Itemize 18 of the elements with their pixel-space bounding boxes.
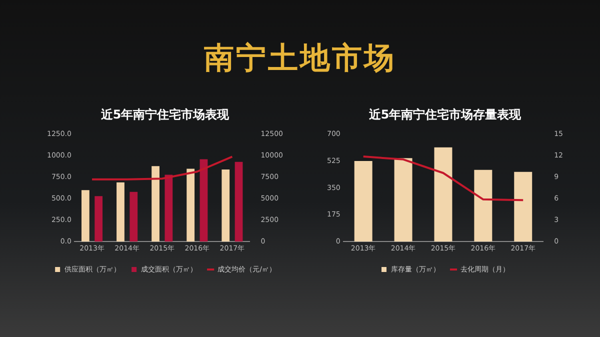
bar xyxy=(186,168,195,242)
bar xyxy=(116,182,124,242)
bar xyxy=(152,166,160,242)
chart-title: 近5年南宁住宅市场存量表现 xyxy=(368,107,522,122)
bar xyxy=(222,170,230,242)
bar xyxy=(394,158,412,242)
bar xyxy=(474,170,492,242)
bar xyxy=(514,172,532,242)
bar xyxy=(130,192,138,242)
bar xyxy=(82,190,90,242)
bar xyxy=(434,147,452,242)
chart-title: 近5年南宁住宅市场表现 xyxy=(100,107,230,122)
bar xyxy=(94,196,103,242)
bar xyxy=(200,159,208,242)
text: 南宁土地市场 xyxy=(203,40,397,78)
bar xyxy=(234,162,243,242)
bar xyxy=(354,161,372,242)
bar xyxy=(164,174,173,242)
